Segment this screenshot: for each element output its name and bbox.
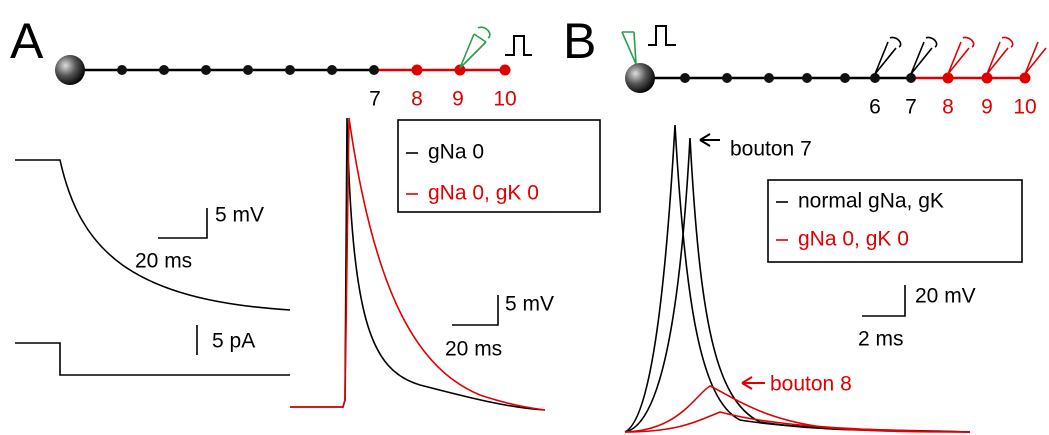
scale-label: 20 mV [915, 285, 976, 308]
node-label: 7 [905, 96, 917, 119]
labels: A 7 8 9 10 gNa 0 gNa 0, gK 0 5 mV 20 ms … [10, 13, 1037, 395]
node-label: 10 [493, 88, 516, 111]
node-label: 8 [942, 96, 954, 119]
scale-label: 5 mV [215, 204, 264, 227]
node-label: 10 [1013, 96, 1036, 119]
scale-label: 20 ms [445, 338, 502, 361]
annotation: bouton 8 [770, 373, 852, 396]
legend-entry: gNa 0 [428, 141, 484, 164]
panel-label: A [10, 13, 44, 69]
node-label: 9 [981, 96, 993, 119]
layout [15, 25, 1047, 433]
annotation: bouton 7 [730, 138, 812, 161]
node-label: 8 [411, 88, 423, 111]
scale-label: 2 ms [858, 328, 904, 351]
legend-entry: normal gNa, gK [798, 190, 944, 213]
panel-label: B [563, 13, 596, 69]
scale-label: 20 ms [135, 250, 192, 273]
legend-entry: gNa 0, gK 0 [428, 182, 539, 205]
node-label: 7 [369, 88, 381, 111]
node-label: 9 [452, 88, 464, 111]
scale-label: 5 pA [212, 330, 255, 353]
scale-label: 5 mV [505, 293, 554, 316]
node-label: 6 [869, 96, 881, 119]
legend-entry: gNa 0, gK 0 [798, 228, 909, 251]
